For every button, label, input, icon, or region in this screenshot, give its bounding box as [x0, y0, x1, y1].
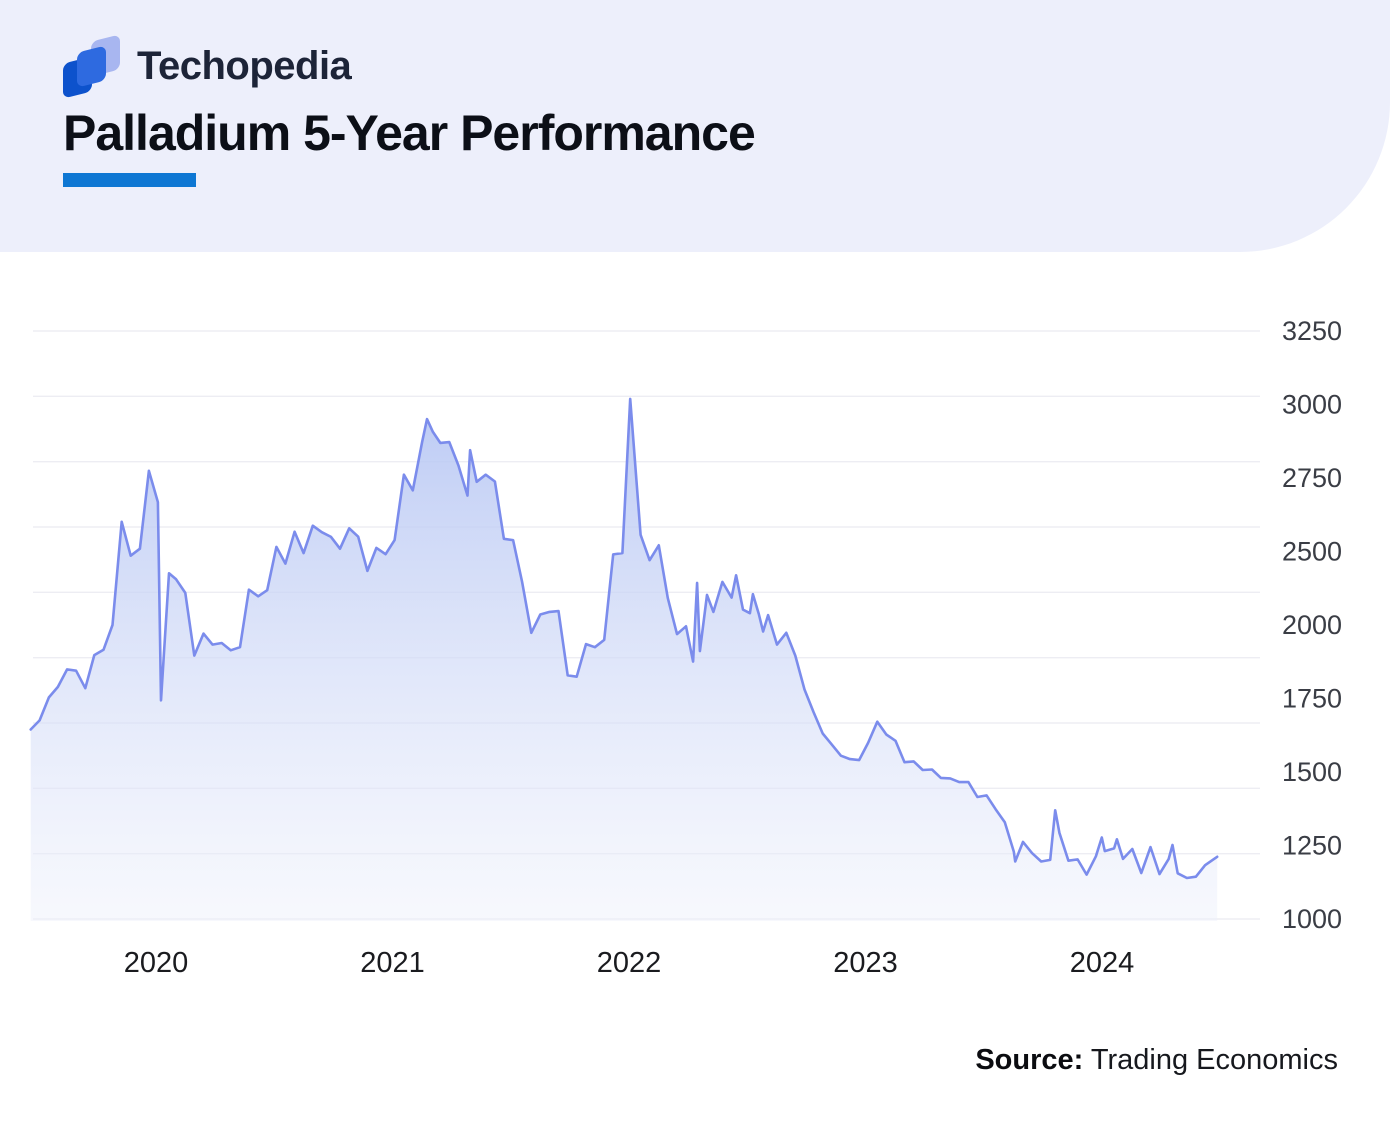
y-axis-label-1750: 1750 — [1282, 684, 1342, 714]
header-band: Techopedia Palladium 5-Year Performance — [0, 0, 1390, 252]
x-axis-label-2021: 2021 — [360, 947, 425, 979]
source-text: Trading Economics — [1090, 1044, 1338, 1076]
source-label: Source: — [975, 1044, 1084, 1076]
x-axis-label-2022: 2022 — [597, 947, 662, 979]
y-axis-label-3250: 3250 — [1282, 316, 1342, 346]
page-title: Palladium 5-Year Performance — [63, 105, 756, 161]
y-axis-label-1000: 1000 — [1282, 904, 1342, 934]
y-axis-label-2500: 2500 — [1282, 537, 1342, 567]
x-axis-label-2023: 2023 — [833, 947, 898, 979]
price-area-fill — [30, 398, 1218, 921]
y-axis-label-1250: 1250 — [1282, 831, 1342, 861]
y-axis-label-1500: 1500 — [1282, 757, 1342, 787]
y-axis-label-3000: 3000 — [1282, 390, 1342, 420]
price-line — [29, 397, 1219, 880]
x-axis-label-2024: 2024 — [1070, 947, 1135, 979]
x-axis-label-2020: 2020 — [124, 947, 189, 979]
y-axis-label-2750: 2750 — [1282, 463, 1342, 493]
source-attribution: Source: Trading Economics — [975, 1044, 1338, 1077]
logo-wordmark: Techopedia — [137, 43, 352, 88]
y-axis-label-2000: 2000 — [1282, 610, 1342, 640]
techopedia-logo: Techopedia — [63, 34, 352, 99]
title-accent-bar — [63, 173, 196, 187]
